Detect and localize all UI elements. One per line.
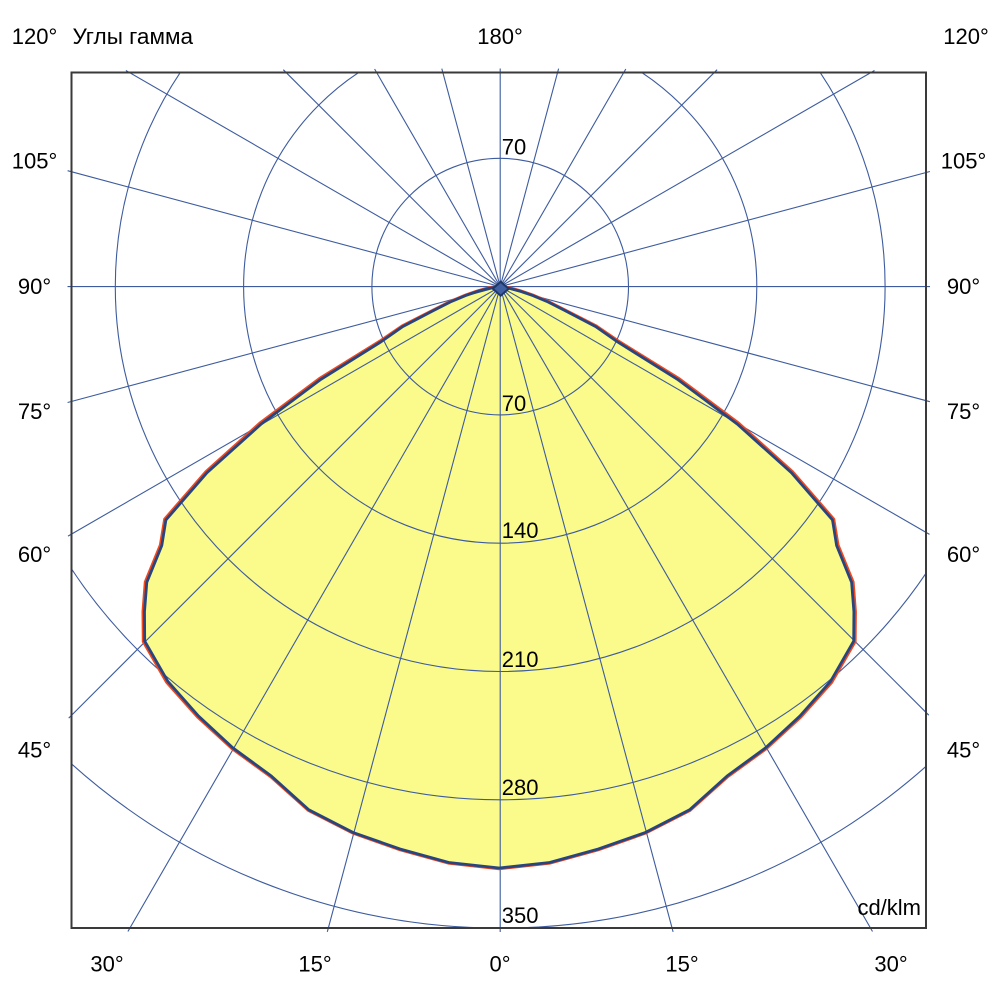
svg-text:60°: 60°	[947, 542, 980, 567]
svg-text:15°: 15°	[298, 952, 331, 977]
svg-text:45°: 45°	[18, 737, 51, 762]
svg-text:350: 350	[502, 903, 539, 928]
svg-text:70: 70	[502, 134, 526, 159]
svg-text:105°: 105°	[12, 148, 58, 173]
svg-text:210: 210	[502, 647, 539, 672]
svg-text:280: 280	[502, 775, 539, 800]
svg-text:60°: 60°	[18, 542, 51, 567]
svg-text:105°: 105°	[941, 148, 987, 173]
svg-text:30°: 30°	[874, 952, 907, 977]
svg-text:120°: 120°	[943, 24, 989, 49]
svg-text:75°: 75°	[947, 399, 980, 424]
svg-text:0°: 0°	[489, 952, 510, 977]
svg-text:90°: 90°	[947, 274, 980, 299]
svg-text:30°: 30°	[90, 952, 123, 977]
svg-text:75°: 75°	[18, 399, 51, 424]
svg-text:15°: 15°	[665, 952, 698, 977]
svg-text:45°: 45°	[947, 737, 980, 762]
svg-text:120°: 120°	[12, 24, 58, 49]
svg-text:140: 140	[502, 518, 539, 543]
svg-text:70: 70	[502, 391, 526, 416]
svg-text:180°: 180°	[477, 24, 523, 49]
svg-text:90°: 90°	[18, 274, 51, 299]
svg-text:Углы гамма: Углы гамма	[73, 24, 194, 49]
svg-text:cd/klm: cd/klm	[857, 895, 921, 920]
